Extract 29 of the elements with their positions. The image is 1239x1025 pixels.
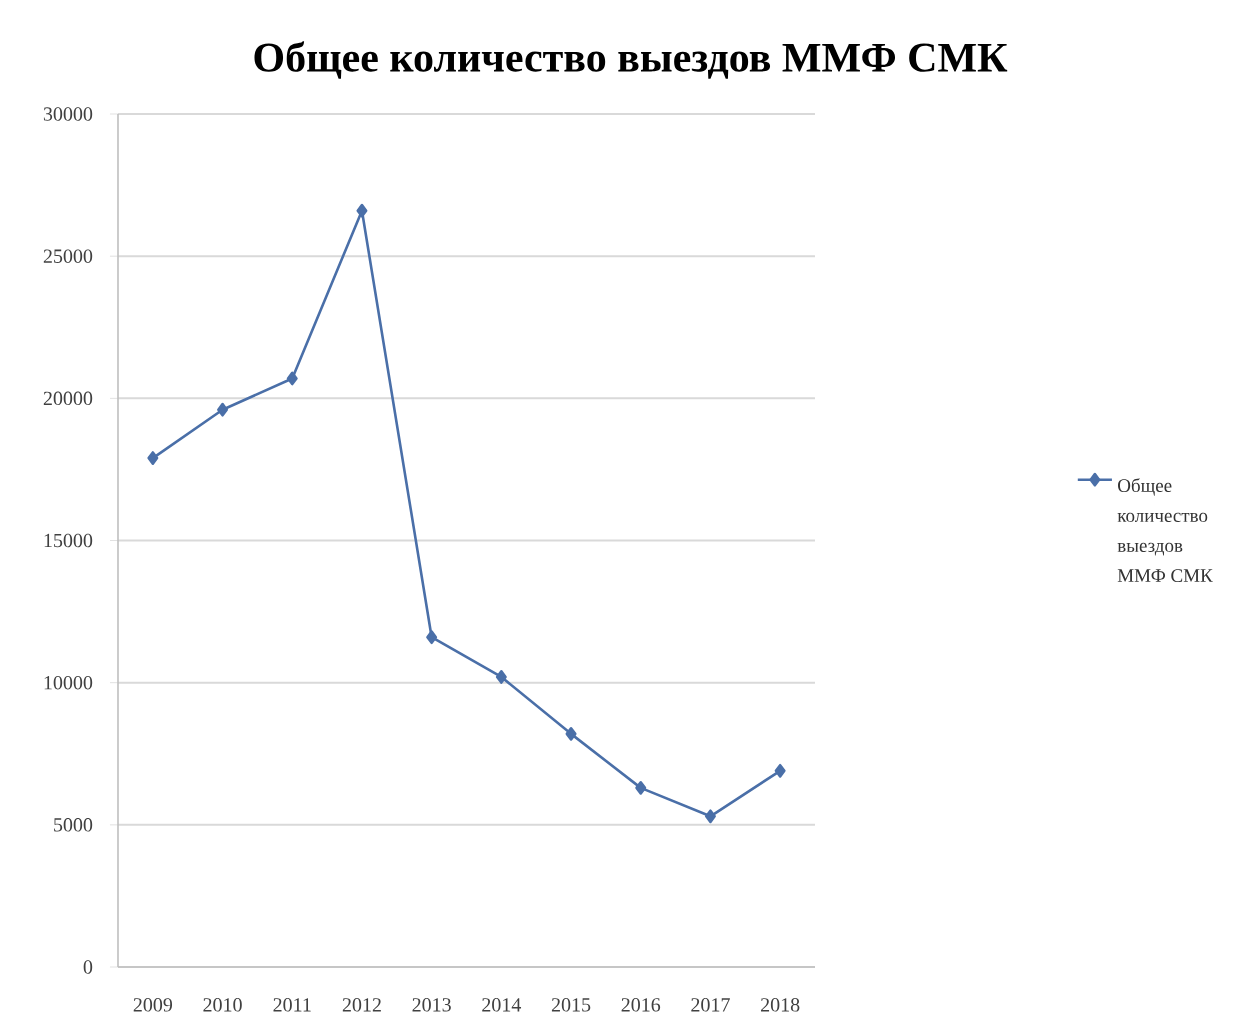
point xyxy=(426,630,438,645)
x-tick-label: 2013 xyxy=(412,998,451,1012)
y-tick-label: 10000 xyxy=(44,675,93,690)
x-tick-label: 2009 xyxy=(133,998,173,1012)
x-tick-label: 2016 xyxy=(621,998,661,1012)
x-tick-label: 2010 xyxy=(203,998,242,1012)
point xyxy=(217,402,229,417)
point xyxy=(704,809,716,824)
y-tick-label: 20000 xyxy=(43,391,93,406)
point xyxy=(565,726,577,741)
y-tick-label: 30000 xyxy=(43,107,93,121)
x-tick-label: 2011 xyxy=(273,998,311,1012)
point xyxy=(147,451,159,465)
y-tick-label: 5000 xyxy=(54,818,93,832)
x-tick-label: 2017 xyxy=(691,998,730,1012)
y-tick-label: 25000 xyxy=(43,249,93,263)
point xyxy=(495,670,507,684)
chart-title: Общее количество выездов ММФ СМК xyxy=(254,41,1008,79)
point xyxy=(635,780,647,795)
x-tick-label: 2014 xyxy=(482,998,522,1012)
point xyxy=(286,371,298,386)
y-tick-label: 15000 xyxy=(44,533,93,548)
x-tick-label: 2015 xyxy=(551,998,591,1012)
point xyxy=(356,203,368,218)
legend-label: Общее количество выездов ММФ СМК xyxy=(1117,478,1213,583)
y-tick-label: 0 xyxy=(83,960,93,974)
point xyxy=(774,763,786,778)
x-tick-label: 2012 xyxy=(342,998,381,1012)
x-tick-label: 2018 xyxy=(761,998,800,1012)
